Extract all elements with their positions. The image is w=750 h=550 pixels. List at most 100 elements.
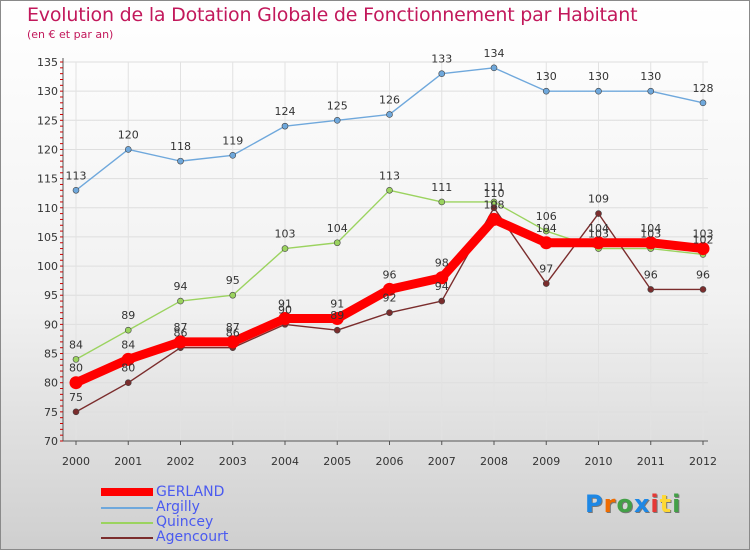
data-point-quincey <box>386 186 393 194</box>
data-point-quincey <box>177 297 184 305</box>
data-label-agencourt: 109 <box>588 193 609 206</box>
legend-label: Quincey <box>156 514 214 530</box>
data-point-gerland <box>278 312 292 326</box>
data-point-agencourt <box>72 408 80 416</box>
y-tick-label: 115 <box>37 173 58 186</box>
data-label-agencourt: 86 <box>174 327 188 340</box>
chart-title: Evolution de la Dotation Globale de Fonc… <box>27 4 638 26</box>
data-point-argilly <box>542 87 550 95</box>
data-label-agencourt: 94 <box>435 280 449 293</box>
data-label-argilly: 125 <box>327 99 348 112</box>
logo-letter: i <box>650 490 660 518</box>
logo-letter: x <box>633 490 651 518</box>
data-label-agencourt: 97 <box>539 263 553 276</box>
data-label-quincey: 103 <box>588 228 609 241</box>
x-tick-label: 2010 <box>585 455 613 468</box>
data-point-argilly <box>72 186 80 194</box>
data-label-gerland: 91 <box>278 298 292 311</box>
data-label-gerland: 96 <box>383 268 397 281</box>
data-point-gerland <box>174 335 187 349</box>
data-point-gerland <box>592 236 605 250</box>
data-point-argilly <box>386 111 393 118</box>
y-tick-label: 125 <box>37 114 58 127</box>
data-point-agencourt <box>595 210 602 217</box>
data-point-agencourt <box>490 204 498 212</box>
data-label-agencourt: 110 <box>484 187 505 200</box>
data-point-gerland <box>383 282 396 296</box>
data-label-gerland: 103 <box>693 228 714 241</box>
data-label-agencourt: 80 <box>121 362 135 375</box>
legend-label: GERLAND <box>156 484 225 500</box>
data-point-quincey <box>229 291 237 299</box>
x-tick-label: 2002 <box>167 455 195 468</box>
legend-swatch <box>101 488 153 496</box>
logo-letter: t <box>659 490 673 518</box>
x-tick-label: 2001 <box>114 455 142 468</box>
y-tick-label: 120 <box>37 143 58 156</box>
data-label-quincey: 94 <box>174 280 188 293</box>
y-tick-label: 110 <box>37 202 58 215</box>
data-label-argilly: 120 <box>118 128 139 141</box>
data-label-gerland: 104 <box>536 222 557 235</box>
y-tick-label: 70 <box>44 435 58 448</box>
data-point-argilly <box>490 64 498 72</box>
x-tick-label: 2000 <box>62 455 90 468</box>
data-label-quincey: 104 <box>327 222 348 235</box>
data-label-argilly: 126 <box>379 93 400 106</box>
data-point-quincey <box>124 326 132 334</box>
data-point-argilly <box>438 70 446 77</box>
data-point-argilly <box>281 122 289 130</box>
data-point-argilly <box>229 151 237 159</box>
x-tick-label: 2003 <box>219 455 247 468</box>
data-point-agencourt <box>438 297 446 305</box>
data-label-argilly: 124 <box>275 105 296 118</box>
x-tick-label: 2011 <box>637 455 665 468</box>
y-tick-label: 75 <box>44 406 58 419</box>
y-tick-label: 105 <box>37 231 58 244</box>
data-point-agencourt <box>647 286 655 293</box>
data-label-argilly: 133 <box>431 53 452 66</box>
data-point-gerland <box>226 335 240 349</box>
y-tick-label: 80 <box>44 377 58 390</box>
data-point-gerland <box>121 352 135 366</box>
data-label-quincey: 103 <box>640 228 661 241</box>
logo-letter: i <box>672 490 682 518</box>
data-point-gerland <box>69 376 83 390</box>
data-label-quincey: 89 <box>121 309 135 322</box>
data-label-agencourt: 90 <box>278 303 292 316</box>
x-tick-label: 2007 <box>428 455 456 468</box>
data-label-gerland: 87 <box>174 321 188 334</box>
legend-label: Argilly <box>156 499 200 515</box>
data-label-argilly: 113 <box>66 169 87 182</box>
data-point-quincey <box>333 239 341 247</box>
data-label-quincey: 95 <box>226 274 240 287</box>
data-point-gerland <box>696 242 710 256</box>
data-label-quincey: 111 <box>484 181 505 194</box>
data-point-gerland <box>435 271 449 285</box>
data-point-quincey <box>438 198 446 206</box>
data-point-quincey <box>281 245 289 252</box>
data-label-argilly: 130 <box>640 70 661 83</box>
data-label-gerland: 84 <box>121 338 135 351</box>
data-point-gerland <box>330 312 344 326</box>
data-label-agencourt: 89 <box>330 309 344 322</box>
data-point-argilly <box>177 157 184 165</box>
data-label-quincey: 103 <box>275 228 296 241</box>
data-point-quincey <box>72 356 80 363</box>
data-label-agencourt: 75 <box>69 391 83 404</box>
x-tick-label: 2012 <box>689 455 717 468</box>
data-label-argilly: 118 <box>170 140 191 153</box>
data-point-gerland <box>487 212 501 226</box>
proxiti-logo: Proxiti <box>585 490 681 518</box>
x-tick-label: 2005 <box>323 455 351 468</box>
data-label-gerland: 104 <box>588 222 609 235</box>
data-point-agencourt <box>699 286 707 293</box>
x-tick-label: 2004 <box>271 455 299 468</box>
data-point-argilly <box>595 87 602 95</box>
data-point-agencourt <box>124 379 132 386</box>
data-label-quincey: 111 <box>431 181 452 194</box>
data-point-gerland <box>539 236 553 250</box>
data-point-agencourt <box>386 309 393 317</box>
data-label-argilly: 119 <box>222 134 243 147</box>
